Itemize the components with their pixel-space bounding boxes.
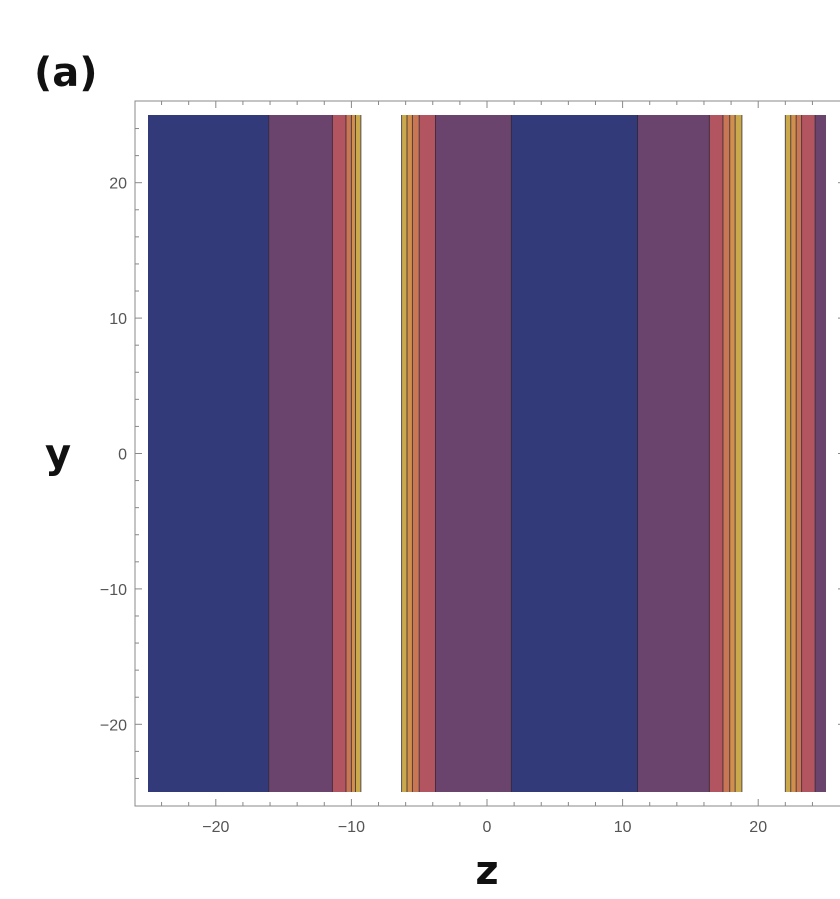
x-tick-label: −20 bbox=[202, 819, 229, 836]
contour-band bbox=[360, 115, 402, 792]
contour-band bbox=[511, 115, 638, 792]
contour-band bbox=[735, 115, 742, 792]
contour-band bbox=[412, 115, 420, 792]
contour-band bbox=[355, 115, 361, 792]
y-tick-label: 10 bbox=[109, 311, 127, 328]
x-tick-label: 0 bbox=[483, 819, 492, 836]
y-tick-label: −20 bbox=[100, 717, 127, 734]
contour-band bbox=[148, 115, 269, 792]
contour-band bbox=[796, 115, 802, 792]
axis-ticks bbox=[135, 101, 840, 806]
y-axis-title: y bbox=[45, 432, 71, 478]
panel-label: (a) bbox=[34, 50, 98, 96]
contour-band bbox=[815, 115, 826, 792]
contour-band bbox=[419, 115, 436, 792]
y-tick-label: 0 bbox=[118, 447, 127, 464]
y-tick-label: 20 bbox=[109, 176, 127, 193]
contour-band bbox=[709, 115, 723, 792]
contour-bands bbox=[148, 115, 826, 792]
contour-band bbox=[790, 115, 797, 792]
contour-band bbox=[801, 115, 816, 792]
y-tick-label: −10 bbox=[100, 582, 127, 599]
contour-band bbox=[435, 115, 512, 792]
contour-band bbox=[637, 115, 710, 792]
contour-band bbox=[741, 115, 786, 792]
x-axis-title: z bbox=[475, 848, 498, 894]
contour-band bbox=[406, 115, 413, 792]
contour-band bbox=[401, 115, 407, 792]
x-tick-label: 10 bbox=[614, 819, 632, 836]
contour-band bbox=[722, 115, 730, 792]
tick-labels: −20 −10 0 10 20 −20 −10 0 10 20 bbox=[100, 176, 767, 836]
contour-band bbox=[345, 115, 352, 792]
contour-band bbox=[268, 115, 333, 792]
contour-band bbox=[785, 115, 791, 792]
x-tick-label: 20 bbox=[749, 819, 767, 836]
contour-lines bbox=[268, 115, 816, 792]
contour-band bbox=[351, 115, 356, 792]
contour-band bbox=[729, 115, 736, 792]
x-tick-label: −10 bbox=[338, 819, 365, 836]
contour-band bbox=[332, 115, 346, 792]
